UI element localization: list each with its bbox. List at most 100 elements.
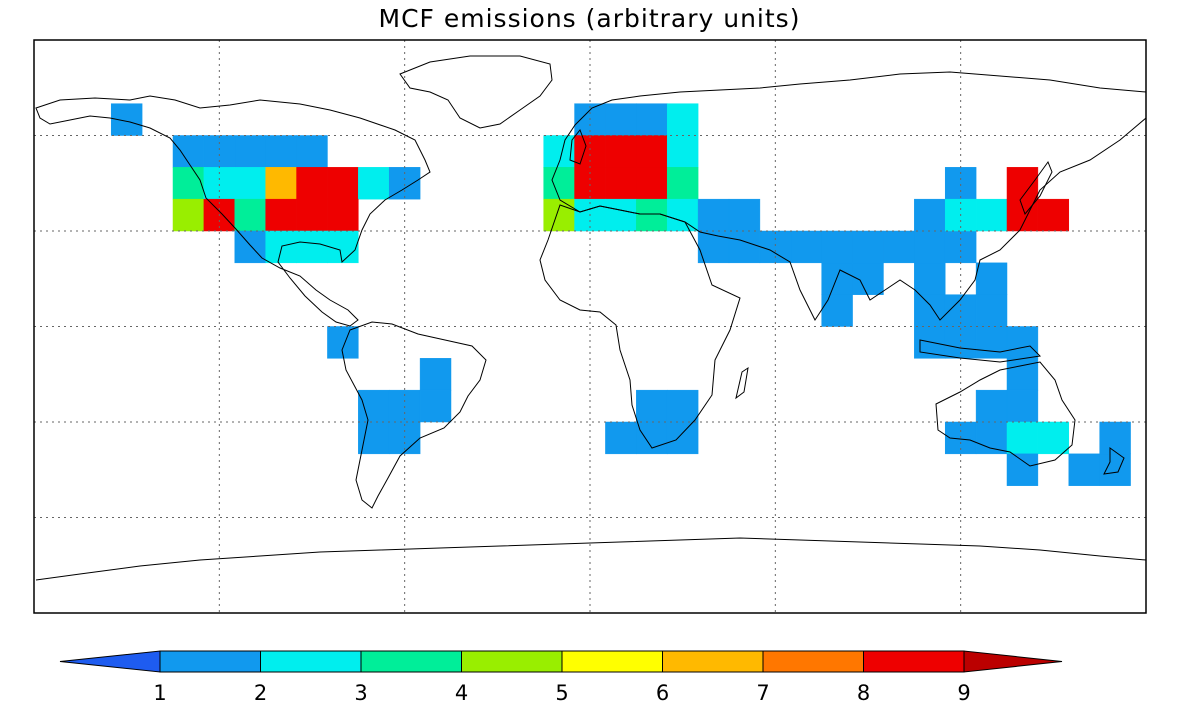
colorbar-bin <box>561 650 663 673</box>
emission-cell <box>1006 389 1039 423</box>
colorbar-bin <box>863 650 965 673</box>
colorbar-bin <box>260 650 362 673</box>
emission-cell <box>543 198 575 232</box>
colorbar-tick-label: 7 <box>756 681 769 705</box>
emission-cell <box>327 230 359 264</box>
colorbar-bin <box>461 650 563 673</box>
emission-cell <box>666 198 699 232</box>
colorbar-bin <box>159 650 261 673</box>
emission-cell <box>1006 167 1039 200</box>
south-america-coast <box>341 321 487 509</box>
emission-cell <box>265 167 297 200</box>
map-frame <box>33 39 1147 614</box>
colorbar-tick-label: 9 <box>957 681 970 705</box>
emission-cell <box>605 103 637 136</box>
indonesia-coast <box>919 339 1042 363</box>
emission-cell <box>265 135 297 168</box>
emission-cell <box>265 230 297 264</box>
africa-coast <box>539 204 741 449</box>
colorbar-tick-label: 1 <box>153 681 166 705</box>
emission-cell <box>914 198 946 232</box>
emission-cell <box>358 389 390 423</box>
colorbar-tick-label: 4 <box>455 681 468 705</box>
emission-cell <box>666 167 699 200</box>
japan-coast <box>1019 160 1053 215</box>
emission-cells <box>110 103 1131 486</box>
emission-cell <box>697 230 730 264</box>
emission-cell <box>914 262 946 295</box>
map-title: MCF emissions (arbitrary units) <box>378 4 801 33</box>
emission-cell <box>975 294 1008 327</box>
emission-cell <box>358 421 390 455</box>
emission-cell <box>234 198 266 232</box>
emission-cell <box>914 294 946 327</box>
emission-cell <box>636 135 668 168</box>
emission-cell <box>821 294 853 327</box>
emission-cell <box>1006 326 1039 359</box>
emission-cell <box>821 262 853 295</box>
emission-cell <box>419 358 452 391</box>
emission-cell <box>728 198 761 232</box>
colorbar-tick-label: 8 <box>857 681 870 705</box>
emission-cell <box>203 135 236 168</box>
emission-cell <box>388 167 421 200</box>
emission-cell <box>944 230 977 264</box>
eurasia-coast <box>551 71 1147 322</box>
emission-cell <box>296 230 328 264</box>
colorbar-bin <box>360 650 462 673</box>
emission-cell <box>172 167 205 200</box>
emission-cell <box>697 198 730 232</box>
new-zealand-coast <box>1103 447 1125 475</box>
emission-cell <box>790 230 822 264</box>
north-america-coast <box>35 95 431 327</box>
emission-cell <box>327 167 359 200</box>
colorbar-tick-label: 5 <box>555 681 568 705</box>
emission-cell <box>1099 453 1131 486</box>
emission-cell <box>358 167 390 200</box>
emission-cell <box>1037 421 1070 455</box>
colorbar-tick-label: 2 <box>254 681 267 705</box>
emission-cell <box>636 167 668 200</box>
emission-cell <box>636 421 668 455</box>
emission-cell <box>1099 421 1131 455</box>
emission-cell <box>234 230 266 264</box>
colorbar: 1 2 3 4 5 6 7 8 9 <box>59 650 1063 705</box>
emission-cell <box>759 230 792 264</box>
colorbar-under-arrow <box>59 650 161 673</box>
antarctica-coast <box>35 537 1147 581</box>
emission-cell <box>296 135 328 168</box>
emission-cell <box>1037 198 1070 232</box>
emission-cell <box>327 198 359 232</box>
emission-cell <box>975 389 1008 423</box>
emission-cell <box>975 421 1008 455</box>
australia-coast <box>935 361 1076 467</box>
colorbar-tick-label: 6 <box>656 681 669 705</box>
colorbar-bin <box>762 650 864 673</box>
emission-cell <box>605 167 637 200</box>
emission-cell <box>821 230 853 264</box>
emission-cell <box>419 389 452 423</box>
emission-cell <box>975 198 1008 232</box>
emission-cell <box>1006 421 1039 455</box>
emission-cell <box>574 135 606 168</box>
emission-cell <box>296 167 328 200</box>
emission-cell <box>852 230 884 264</box>
emission-cell <box>1006 453 1039 486</box>
emission-cell <box>666 135 699 168</box>
madagascar-coast <box>735 366 749 400</box>
emission-cell <box>666 103 699 136</box>
emission-cell <box>883 230 915 264</box>
emission-cell <box>975 262 1008 295</box>
coastlines <box>35 55 1147 581</box>
colorbar-tick-label: 3 <box>354 681 367 705</box>
emission-cell <box>914 230 946 264</box>
colorbar-over-arrow <box>963 650 1063 673</box>
emission-cell <box>234 135 266 168</box>
emission-cell <box>605 421 637 455</box>
emission-cell <box>265 198 297 232</box>
emission-cell <box>172 198 205 232</box>
emission-cell <box>636 103 668 136</box>
emission-cell <box>605 198 637 232</box>
emission-cell <box>666 421 699 455</box>
